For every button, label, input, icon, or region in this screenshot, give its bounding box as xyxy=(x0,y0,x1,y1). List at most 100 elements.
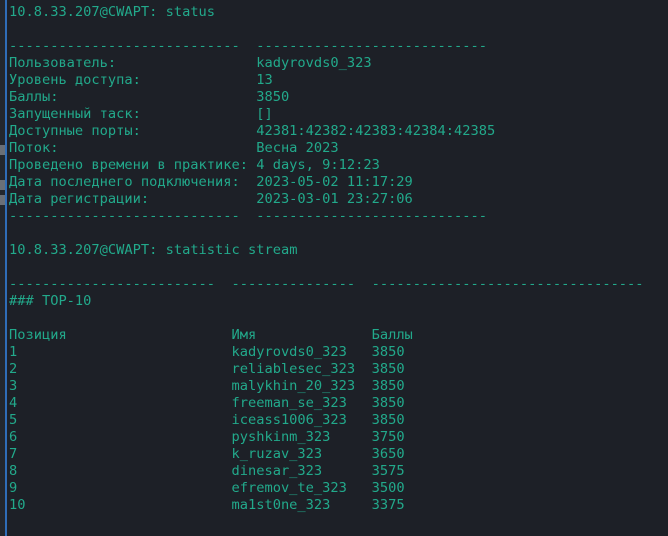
cell-position: 2 xyxy=(9,361,232,377)
status-label: Запущенный таск: xyxy=(9,106,257,122)
status-label: Уровень доступа: xyxy=(9,72,257,88)
sidebar-icon xyxy=(0,180,5,190)
separator-right: ---------------------------- xyxy=(256,38,487,54)
cell-name: reliablesec_323 xyxy=(231,361,372,377)
table-row: 1 kadyrovds0_323 3850 xyxy=(9,344,644,361)
cell-position: 10 xyxy=(9,497,232,513)
prompt: 10.8.33.207@CWAPT: xyxy=(9,242,158,258)
column-name: Имя xyxy=(231,327,372,343)
separator: ---------------------------- -----------… xyxy=(9,38,644,55)
cell-name: efremov_te_323 xyxy=(231,480,372,496)
status-value: 42381:42382:42383:42384:42385 xyxy=(256,123,496,139)
space xyxy=(157,242,165,258)
focus-indicator xyxy=(5,0,7,536)
top-heading: ### TOP-10 xyxy=(9,293,92,309)
table-row: 7 k_ruzav_323 3650 xyxy=(9,446,644,463)
prompt: 10.8.33.207@CWAPT: xyxy=(9,4,158,20)
status-row: Проведено времени в практике: 4 days, 9:… xyxy=(9,157,644,174)
status-row: Баллы: 3850 xyxy=(9,89,644,106)
cell-score: 3650 xyxy=(371,446,405,462)
cell-name: pyshkinm_323 xyxy=(231,429,372,445)
cell-name: kadyrovds0_323 xyxy=(231,344,372,360)
separator-position: ------------------------- xyxy=(9,276,232,292)
cell-position: 3 xyxy=(9,378,232,394)
cell-position: 8 xyxy=(9,463,232,479)
cell-score: 3375 xyxy=(371,497,405,513)
separator-name: --------------- xyxy=(231,276,372,292)
status-value: Весна 2023 xyxy=(256,140,339,156)
separator-left: ---------------------------- xyxy=(9,208,257,224)
status-label: Пользователь: xyxy=(9,55,257,71)
status-label: Поток: xyxy=(9,140,257,156)
cell-name: ma1st0ne_323 xyxy=(231,497,372,513)
table-row: 4 freeman_se_323 3850 xyxy=(9,395,644,412)
cell-score: 3850 xyxy=(371,344,405,360)
status-label: Проведено времени в практике: xyxy=(9,157,257,173)
status-value: kadyrovds0_323 xyxy=(256,55,372,71)
left-sidebar-strip xyxy=(0,0,7,536)
table-row: 8 dinesar_323 3575 xyxy=(9,463,644,480)
status-label: Доступные порты: xyxy=(9,123,257,139)
space xyxy=(157,4,165,20)
table-row: 3 malykhin_20_323 3850 xyxy=(9,378,644,395)
status-row: Запущенный таск: [] xyxy=(9,106,644,123)
status-label: Дата последнего подключения: xyxy=(9,174,257,190)
blank-line xyxy=(9,259,644,276)
status-row: Дата регистрации: 2023-03-01 23:27:06 xyxy=(9,191,644,208)
status-label: Дата регистрации: xyxy=(9,191,257,207)
cell-name: iceass1006_323 xyxy=(231,412,372,428)
status-row: Пользователь: kadyrovds0_323 xyxy=(9,55,644,72)
blank-line xyxy=(9,21,644,38)
status-value: [] xyxy=(256,106,273,122)
column-position: Позиция xyxy=(9,327,232,343)
status-row: Дата последнего подключения: 2023-05-02 … xyxy=(9,174,644,191)
table-row: 9 efremov_te_323 3500 xyxy=(9,480,644,497)
cell-score: 3575 xyxy=(371,463,405,479)
heading: ### TOP-10 xyxy=(9,293,644,310)
status-value: 13 xyxy=(256,72,273,88)
command-line: 10.8.33.207@CWAPT: status xyxy=(9,4,644,21)
blank-line xyxy=(9,225,644,242)
status-value: 4 days, 9:12:23 xyxy=(256,157,380,173)
status-label: Баллы: xyxy=(9,89,257,105)
status-row: Уровень доступа: 13 xyxy=(9,72,644,89)
command-line: 10.8.33.207@CWAPT: statistic stream xyxy=(9,242,644,259)
status-row: Доступные порты: 42381:42382:42383:42384… xyxy=(9,123,644,140)
table-row: 6 pyshkinm_323 3750 xyxy=(9,429,644,446)
cell-position: 1 xyxy=(9,344,232,360)
blank-line xyxy=(9,310,644,327)
cell-score: 3850 xyxy=(371,361,405,377)
separator-right: ---------------------------- xyxy=(256,208,487,224)
table-row: 2 reliablesec_323 3850 xyxy=(9,361,644,378)
cell-position: 5 xyxy=(9,412,232,428)
sidebar-icon xyxy=(0,195,5,205)
cell-name: malykhin_20_323 xyxy=(231,378,372,394)
cell-name: freeman_se_323 xyxy=(231,395,372,411)
column-score: Баллы xyxy=(371,327,413,343)
sidebar-icon xyxy=(0,145,5,155)
table-row: 5 iceass1006_323 3850 xyxy=(9,412,644,429)
separator-left: ---------------------------- xyxy=(9,38,257,54)
status-row: Поток: Весна 2023 xyxy=(9,140,644,157)
cell-position: 7 xyxy=(9,446,232,462)
status-value: 2023-05-02 11:17:29 xyxy=(256,174,413,190)
status-value: 3850 xyxy=(256,89,290,105)
separator-score: --------------------------------- xyxy=(371,276,644,292)
cell-name: dinesar_323 xyxy=(231,463,372,479)
cell-score: 3850 xyxy=(371,378,405,394)
cell-position: 9 xyxy=(9,480,232,496)
separator: ---------------------------- -----------… xyxy=(9,208,644,225)
cell-score: 3850 xyxy=(371,412,405,428)
cell-score: 3850 xyxy=(371,395,405,411)
command: statistic stream xyxy=(165,242,298,258)
separator: ------------------------- --------------… xyxy=(9,276,644,293)
terminal-output: 10.8.33.207@CWAPT: status ---------------… xyxy=(9,4,644,514)
cell-position: 4 xyxy=(9,395,232,411)
cell-position: 6 xyxy=(9,429,232,445)
cell-score: 3500 xyxy=(371,480,405,496)
status-value: 2023-03-01 23:27:06 xyxy=(256,191,413,207)
command: status xyxy=(165,4,216,20)
cell-name: k_ruzav_323 xyxy=(231,446,372,462)
table-header: Позиция Имя Баллы xyxy=(9,327,644,344)
table-row: 10 ma1st0ne_323 3375 xyxy=(9,497,644,514)
